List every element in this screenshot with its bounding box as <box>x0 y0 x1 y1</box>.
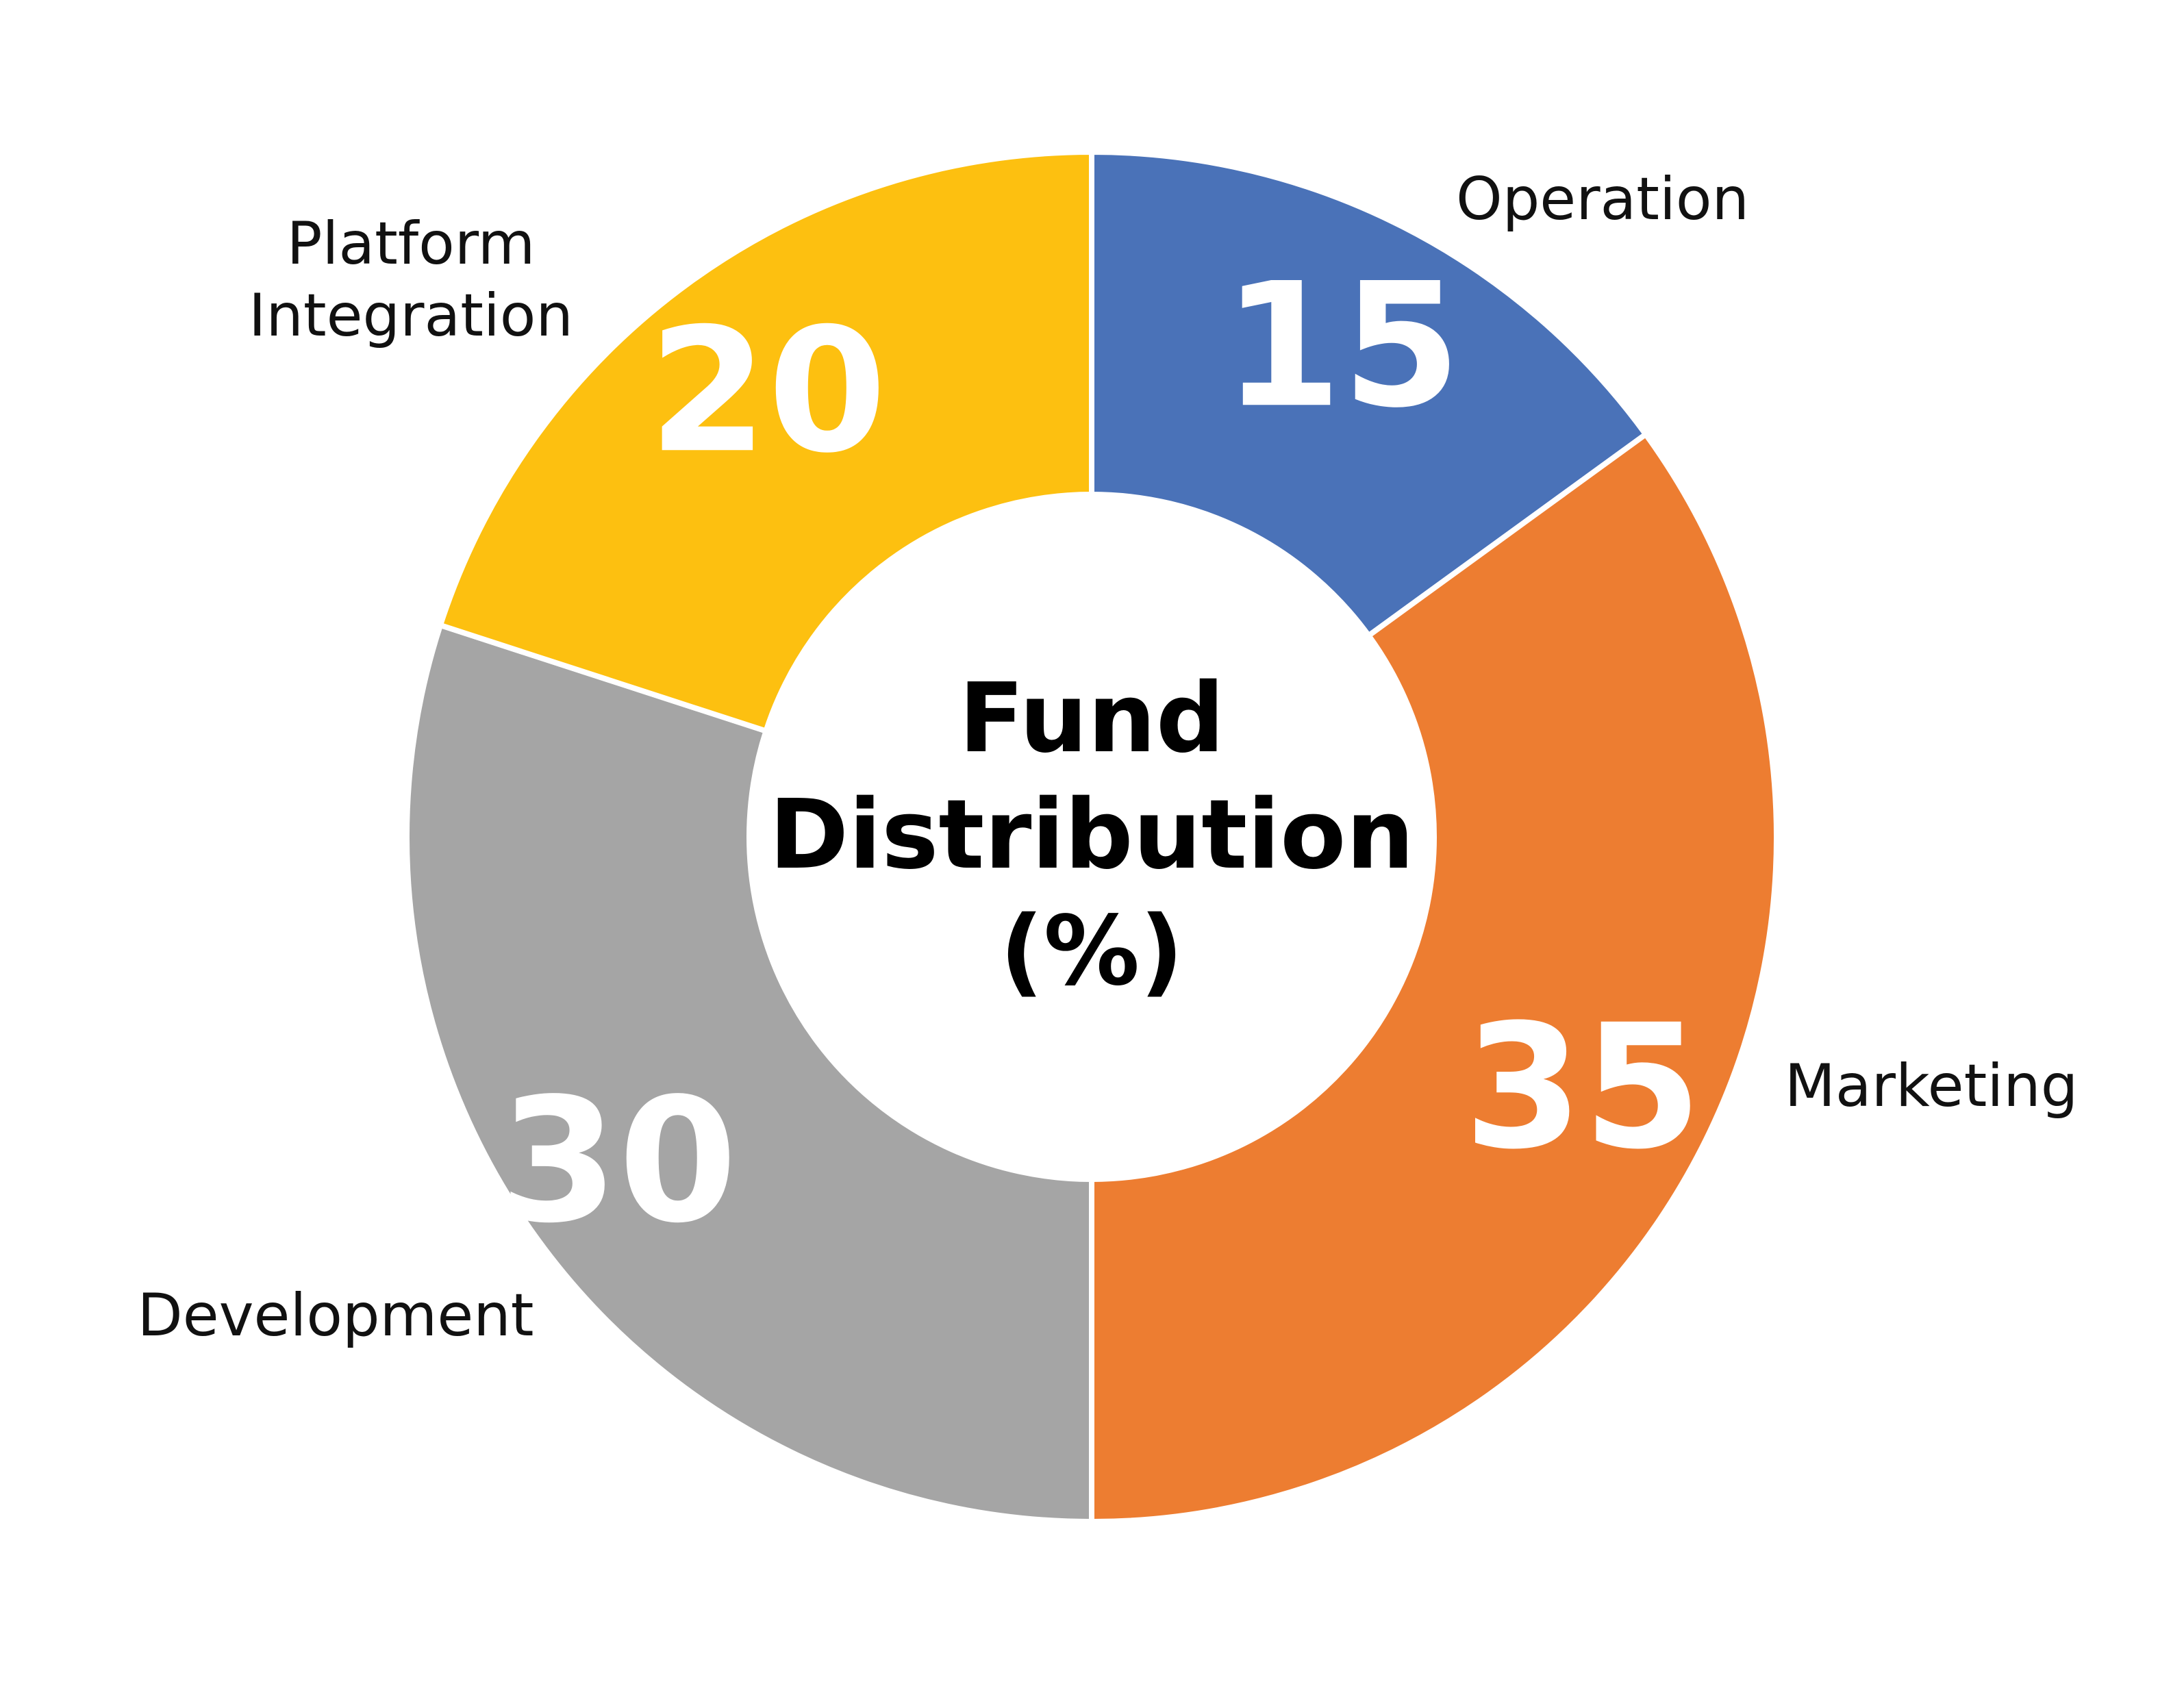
slice-development <box>403 621 1094 1525</box>
value-label-platform-integration: 20 <box>649 291 887 490</box>
slice-marketing <box>1089 430 1780 1525</box>
category-labels-layer: Operation Marketing Development Platform Int… <box>138 165 2079 1350</box>
slices-layer <box>403 149 1780 1525</box>
category-label-platform-integration: Platform Integration <box>249 210 573 350</box>
value-labels-layer: 15 35 30 20 <box>499 246 1702 1260</box>
value-label-marketing: 35 <box>1464 987 1702 1187</box>
value-label-operation: 15 <box>1223 246 1461 445</box>
category-label-marketing: Marketing <box>1785 1052 2079 1120</box>
value-label-development: 30 <box>499 1061 738 1261</box>
slice-platform-integration <box>436 149 1094 735</box>
category-label-operation: Operation <box>1456 165 1749 234</box>
center-title: Fund Distribution (%) <box>769 663 1414 1007</box>
slice-operation <box>1089 149 1650 640</box>
category-label-development: Development <box>138 1281 534 1350</box>
